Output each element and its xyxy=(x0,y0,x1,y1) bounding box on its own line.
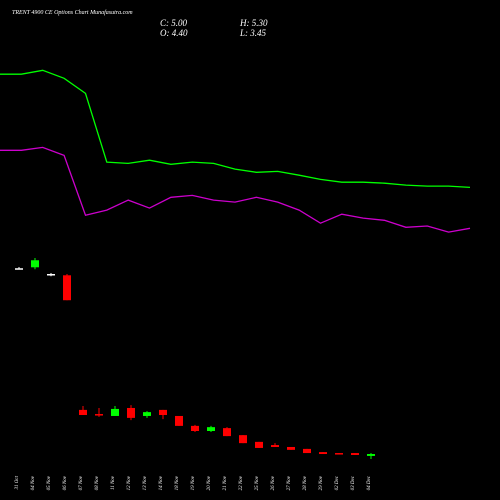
x-tick-label: 08 Nov xyxy=(95,475,100,490)
candle-body xyxy=(367,454,375,456)
candle-body xyxy=(207,427,215,431)
x-tick-label: 25 Nov xyxy=(255,475,260,490)
x-tick-label: 04 Nov xyxy=(31,475,36,490)
x-tick-label: 06 Nov xyxy=(63,475,68,490)
candle-body xyxy=(31,260,39,268)
x-tick-label: 11 Nov xyxy=(111,475,116,490)
candle-body xyxy=(351,453,359,455)
x-tick-label: 29 Nov xyxy=(319,475,324,490)
x-tick-label: 02 Dec xyxy=(335,475,340,490)
x-tick-label: 21 Nov xyxy=(223,475,228,490)
x-tick-label: 20 Nov xyxy=(207,475,212,490)
candle-body xyxy=(191,425,199,431)
x-tick-label: 07 Nov xyxy=(79,475,84,490)
chart-title: TRENT 4900 CE Options Chart Munafasutra.… xyxy=(12,9,133,16)
header-high: H: 5.30 xyxy=(239,18,268,28)
x-tick-label: 03 Dec xyxy=(351,475,356,490)
candle-body xyxy=(271,445,279,447)
candle-body xyxy=(143,412,151,416)
candle-body xyxy=(159,409,167,416)
candle-body xyxy=(303,448,311,454)
candle-body xyxy=(95,414,103,416)
candle-body xyxy=(127,407,135,418)
ma-line xyxy=(0,146,471,233)
candle-body xyxy=(239,435,247,444)
header-low: L: 3.45 xyxy=(239,28,267,38)
x-tick-label: 14 Nov xyxy=(159,475,164,490)
x-tick-label: 31 Oct xyxy=(15,475,20,489)
x-tick-label: 28 Nov xyxy=(303,475,308,490)
candle-body xyxy=(255,441,263,448)
x-tick-label: 12 Nov xyxy=(127,475,132,490)
x-tick-label: 22 Nov xyxy=(239,475,244,490)
x-tick-label: 05 Nov xyxy=(47,475,52,490)
candle-body xyxy=(111,408,119,416)
header-open: O: 4.40 xyxy=(160,28,188,38)
candle-body xyxy=(287,446,295,450)
candle-body xyxy=(175,415,183,426)
x-tick-label: 19 Nov xyxy=(191,475,196,490)
ma-line xyxy=(0,69,471,189)
candle-body xyxy=(47,274,55,276)
x-tick-label: 13 Nov xyxy=(143,475,148,490)
x-tick-label: 18 Nov xyxy=(175,475,180,490)
candle-body xyxy=(223,428,231,437)
candle-body xyxy=(319,452,327,455)
candle-body xyxy=(335,453,343,455)
x-tick-label: 04 Dec xyxy=(367,475,372,490)
x-tick-label: 26 Nov xyxy=(271,475,276,490)
candle-body xyxy=(63,275,71,301)
x-tick-label: 27 Nov xyxy=(287,475,292,490)
header-close: C: 5.00 xyxy=(160,18,188,28)
candle-body xyxy=(79,409,87,416)
candle-body xyxy=(15,268,23,270)
